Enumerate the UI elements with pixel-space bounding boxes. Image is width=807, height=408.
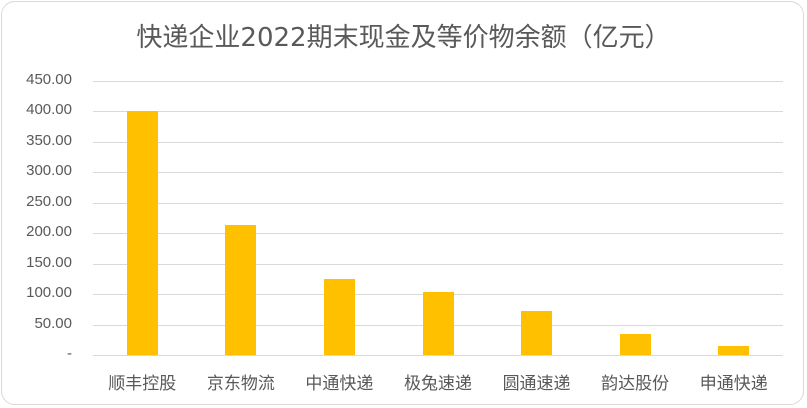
gridline bbox=[93, 233, 783, 235]
x-tick-label: 圆通速递 bbox=[502, 374, 571, 394]
x-tick-label: 韵达股份 bbox=[601, 374, 670, 394]
y-tick-label: 250.00 bbox=[26, 192, 72, 210]
x-tick-label: 申通快递 bbox=[699, 374, 768, 394]
bar bbox=[422, 291, 454, 355]
plot-area: 顺丰控股 京东物流 中通快递 极兔速递 圆通速递 韵达股份 申通快递 bbox=[93, 0, 783, 408]
y-tick-label: 300.00 bbox=[26, 162, 72, 180]
bar bbox=[521, 310, 553, 355]
gridline bbox=[93, 202, 783, 204]
bar bbox=[619, 333, 651, 355]
y-tick-label: - bbox=[67, 345, 72, 362]
gridline bbox=[93, 141, 783, 143]
y-tick-label: 100.00 bbox=[26, 284, 72, 302]
gridline bbox=[93, 172, 783, 174]
bar bbox=[718, 345, 750, 355]
y-tick-label: 150.00 bbox=[26, 253, 72, 271]
x-tick-label: 京东物流 bbox=[206, 374, 275, 394]
chart-title: 快递企业2022期末现金及等价物余额（亿元） bbox=[136, 23, 671, 53]
gridline bbox=[93, 111, 783, 113]
x-tick-label: 顺丰控股 bbox=[108, 374, 177, 394]
y-tick-label: 200.00 bbox=[26, 223, 72, 241]
y-tick-label: 50.00 bbox=[34, 314, 72, 332]
gridline bbox=[93, 355, 783, 356]
x-tick-label: 中通快递 bbox=[305, 374, 374, 394]
y-tick-label: 350.00 bbox=[26, 131, 72, 149]
bar bbox=[126, 110, 158, 355]
bar bbox=[323, 278, 355, 355]
gridline bbox=[93, 263, 783, 265]
gridline bbox=[93, 81, 783, 82]
y-tick-label: 400.00 bbox=[26, 101, 72, 119]
x-tick-label: 极兔速递 bbox=[404, 374, 472, 394]
bar bbox=[225, 224, 257, 355]
y-tick-label: 450.00 bbox=[26, 71, 72, 88]
